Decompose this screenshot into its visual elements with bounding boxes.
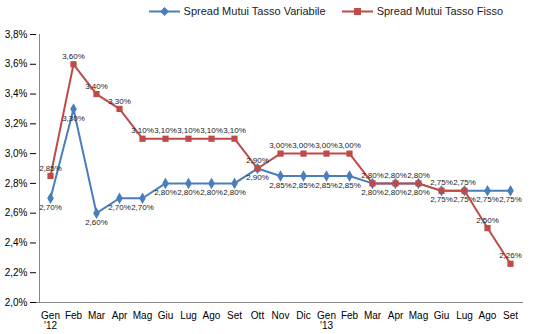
svg-text:Ott: Ott [251, 310, 265, 321]
svg-text:Gen'13: Gen'13 [317, 310, 336, 331]
svg-text:2,80%: 2,80% [384, 188, 407, 197]
svg-text:3,00%: 3,00% [315, 141, 338, 150]
svg-text:Apr: Apr [112, 310, 128, 321]
svg-text:3,10%: 3,10% [223, 126, 246, 135]
svg-text:3,10%: 3,10% [131, 126, 154, 135]
svg-text:2,2%: 2,2% [5, 267, 28, 278]
svg-text:Giu: Giu [434, 310, 450, 321]
svg-text:2,85%: 2,85% [315, 181, 338, 190]
svg-text:2,4%: 2,4% [5, 237, 28, 248]
svg-text:Mag: Mag [133, 310, 152, 321]
svg-text:3,00%: 3,00% [269, 141, 292, 150]
svg-text:3,10%: 3,10% [154, 126, 177, 135]
svg-text:Gen'12: Gen'12 [41, 310, 60, 331]
svg-text:2,85%: 2,85% [39, 164, 62, 173]
svg-text:2,26%: 2,26% [499, 251, 522, 260]
svg-text:3,2%: 3,2% [5, 118, 28, 129]
svg-text:Feb: Feb [341, 310, 359, 321]
svg-text:2,80%: 2,80% [407, 171, 430, 180]
svg-text:3,30%: 3,30% [62, 114, 85, 123]
svg-text:Apr: Apr [388, 310, 404, 321]
svg-text:Mag: Mag [409, 310, 428, 321]
svg-text:2,75%: 2,75% [476, 195, 499, 204]
svg-text:2,80%: 2,80% [154, 188, 177, 197]
svg-text:2,90%: 2,90% [246, 173, 269, 182]
html-text:Spread Mutui Tasso Fisso: Spread Mutui Tasso Fisso [376, 5, 503, 17]
svg-text:2,8%: 2,8% [5, 178, 28, 189]
html-text:Spread Mutui Tasso Variabile: Spread Mutui Tasso Variabile [183, 5, 326, 17]
svg-text:Lug: Lug [456, 310, 473, 321]
svg-text:Mar: Mar [364, 310, 382, 321]
svg-text:Dic: Dic [296, 310, 310, 321]
svg-text:Ago: Ago [203, 310, 221, 321]
svg-text:3,10%: 3,10% [200, 126, 223, 135]
svg-text:Set: Set [227, 310, 242, 321]
svg-text:2,75%: 2,75% [430, 195, 453, 204]
svg-text:Set: Set [503, 310, 518, 321]
svg-text:2,85%: 2,85% [292, 181, 315, 190]
svg-text:2,85%: 2,85% [338, 181, 361, 190]
svg-text:2,85%: 2,85% [269, 181, 292, 190]
svg-text:3,0%: 3,0% [5, 148, 28, 159]
svg-text:3,00%: 3,00% [292, 141, 315, 150]
svg-text:2,80%: 2,80% [361, 188, 384, 197]
svg-text:3,6%: 3,6% [5, 58, 28, 69]
svg-text:2,80%: 2,80% [223, 188, 246, 197]
svg-text:Mar: Mar [88, 310, 106, 321]
svg-text:Giu: Giu [158, 310, 174, 321]
svg-text:3,10%: 3,10% [177, 126, 200, 135]
svg-text:Feb: Feb [65, 310, 83, 321]
svg-text:2,75%: 2,75% [453, 195, 476, 205]
svg-text:2,0%: 2,0% [5, 297, 28, 308]
svg-text:3,40%: 3,40% [85, 82, 108, 91]
svg-text:2,80%: 2,80% [361, 171, 384, 180]
svg-text:Nov: Nov [272, 310, 290, 321]
svg-text:2,80%: 2,80% [384, 171, 407, 180]
svg-text:2,70%: 2,70% [131, 203, 154, 212]
svg-text:3,30%: 3,30% [108, 97, 131, 106]
svg-text:2,60%: 2,60% [85, 218, 108, 227]
svg-text:2,6%: 2,6% [5, 207, 28, 218]
svg-text:2,75%: 2,75% [453, 178, 476, 187]
svg-text:2,75%: 2,75% [499, 195, 522, 204]
svg-text:Lug: Lug [180, 310, 197, 321]
svg-text:3,8%: 3,8% [5, 29, 28, 40]
svg-text:2,80%: 2,80% [407, 188, 430, 197]
svg-text:3,00%: 3,00% [338, 141, 361, 150]
svg-text:2,70%: 2,70% [39, 203, 62, 212]
svg-text:2,90%: 2,90% [246, 156, 269, 165]
svg-text:2,70%: 2,70% [108, 203, 131, 212]
svg-text:2,75%: 2,75% [430, 178, 453, 187]
svg-text:2,80%: 2,80% [177, 188, 200, 197]
svg-text:3,4%: 3,4% [5, 88, 28, 99]
svg-text:2,50%: 2,50% [476, 216, 499, 225]
svg-text:Ago: Ago [479, 310, 497, 321]
svg-text:3,60%: 3,60% [62, 52, 85, 61]
svg-text:2,80%: 2,80% [200, 188, 223, 197]
